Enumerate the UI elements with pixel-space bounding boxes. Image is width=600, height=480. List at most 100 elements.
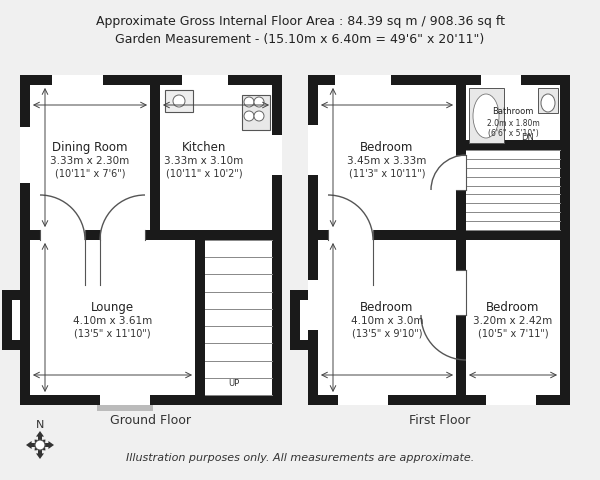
Text: Garden Measurement - (15.10m x 6.40m = 49'6" x 20'11"): Garden Measurement - (15.10m x 6.40m = 4…	[115, 34, 485, 47]
Bar	[228, 75, 230, 85]
Bar	[20, 75, 282, 405]
Bar	[466, 85, 560, 230]
Text: 4.10m x 3.0m: 4.10m x 3.0m	[351, 316, 423, 326]
Text: (11'3" x 10'11"): (11'3" x 10'11")	[349, 168, 425, 179]
Bar	[391, 75, 393, 85]
Circle shape	[35, 440, 45, 450]
Text: First Floor: First Floor	[409, 413, 470, 427]
Bar	[318, 240, 456, 395]
FancyArrow shape	[26, 441, 40, 449]
Text: 4.10m x 3.61m: 4.10m x 3.61m	[73, 316, 152, 326]
Bar	[456, 155, 466, 190]
Bar	[338, 395, 388, 405]
Bar	[100, 395, 150, 405]
Text: Lounge: Lounge	[91, 301, 134, 314]
FancyArrow shape	[35, 440, 41, 446]
Bar	[290, 290, 318, 350]
Text: Dining Room: Dining Room	[52, 141, 128, 154]
FancyArrow shape	[39, 440, 46, 446]
Circle shape	[254, 97, 264, 107]
Text: Approximate Gross Internal Floor Area : 84.39 sq m / 908.36 sq ft: Approximate Gross Internal Floor Area : …	[95, 15, 505, 28]
Text: (10'11" x 7'6"): (10'11" x 7'6")	[55, 168, 125, 179]
Text: (6'6" x 5'10"): (6'6" x 5'10")	[488, 129, 538, 138]
Bar	[20, 125, 30, 185]
Bar	[466, 85, 560, 140]
Text: Bedroom: Bedroom	[361, 141, 413, 154]
Bar	[466, 240, 560, 395]
Bar	[456, 230, 466, 395]
Bar	[40, 230, 85, 240]
Ellipse shape	[541, 94, 555, 112]
Bar	[538, 88, 558, 113]
Bar	[486, 395, 536, 405]
Bar	[466, 150, 560, 230]
Circle shape	[244, 111, 254, 121]
FancyArrow shape	[39, 444, 46, 450]
Bar	[195, 230, 205, 395]
FancyArrow shape	[36, 445, 44, 459]
Bar	[308, 75, 570, 405]
Bar	[50, 75, 105, 85]
Bar	[308, 125, 318, 175]
Bar	[242, 95, 270, 130]
Bar	[466, 140, 560, 150]
Text: Illustration purposes only. All measurements are approximate.: Illustration purposes only. All measurem…	[126, 453, 474, 463]
Bar	[272, 135, 282, 175]
Bar	[308, 280, 318, 330]
Text: Bathroom: Bathroom	[493, 107, 533, 116]
Circle shape	[244, 97, 254, 107]
Bar	[318, 85, 560, 395]
Bar	[30, 85, 272, 230]
Bar	[30, 85, 272, 395]
Bar	[50, 75, 52, 85]
Bar	[469, 88, 504, 143]
Bar	[318, 85, 560, 230]
Bar	[328, 230, 373, 240]
Bar	[456, 75, 466, 240]
Text: Kitchen: Kitchen	[182, 141, 226, 154]
Bar	[160, 85, 272, 230]
Bar	[165, 90, 193, 112]
Text: (13'5" x 9'10"): (13'5" x 9'10")	[352, 328, 422, 338]
Text: 3.33m x 3.10m: 3.33m x 3.10m	[164, 156, 244, 167]
FancyArrow shape	[40, 441, 54, 449]
Bar	[180, 75, 182, 85]
Bar	[456, 270, 466, 315]
Bar	[180, 75, 230, 85]
Bar	[100, 230, 145, 240]
Bar	[30, 230, 272, 240]
Bar	[205, 240, 272, 395]
Text: DN: DN	[521, 133, 535, 143]
Bar	[20, 183, 30, 185]
Text: Bedroom: Bedroom	[361, 301, 413, 314]
Circle shape	[254, 111, 264, 121]
Bar	[318, 240, 560, 395]
Text: 3.20m x 2.42m: 3.20m x 2.42m	[473, 316, 553, 326]
Text: 2.0m x 1.80m: 2.0m x 1.80m	[487, 119, 539, 128]
Text: (13'5" x 11'10"): (13'5" x 11'10")	[74, 328, 151, 338]
FancyArrow shape	[36, 431, 44, 445]
Bar	[333, 75, 393, 85]
Text: (10'11" x 10'2"): (10'11" x 10'2")	[166, 168, 242, 179]
Bar	[30, 85, 150, 230]
Bar	[481, 75, 521, 85]
Bar	[318, 85, 456, 230]
Text: N: N	[36, 420, 44, 430]
Circle shape	[173, 95, 185, 107]
Text: UP: UP	[228, 379, 239, 387]
Text: 3.45m x 3.33m: 3.45m x 3.33m	[347, 156, 427, 167]
Bar	[103, 75, 105, 85]
Bar	[333, 75, 335, 85]
Text: Ground Floor: Ground Floor	[110, 413, 191, 427]
Bar	[318, 230, 560, 240]
Bar	[20, 125, 30, 127]
FancyArrow shape	[35, 444, 41, 450]
Bar	[97, 405, 153, 411]
Bar	[150, 75, 160, 240]
Text: (10'5" x 7'11"): (10'5" x 7'11")	[478, 328, 548, 338]
Bar	[12, 300, 20, 340]
Bar	[30, 240, 272, 395]
Bar	[300, 300, 308, 340]
Text: Bedroom: Bedroom	[487, 301, 539, 314]
Bar	[2, 290, 30, 350]
